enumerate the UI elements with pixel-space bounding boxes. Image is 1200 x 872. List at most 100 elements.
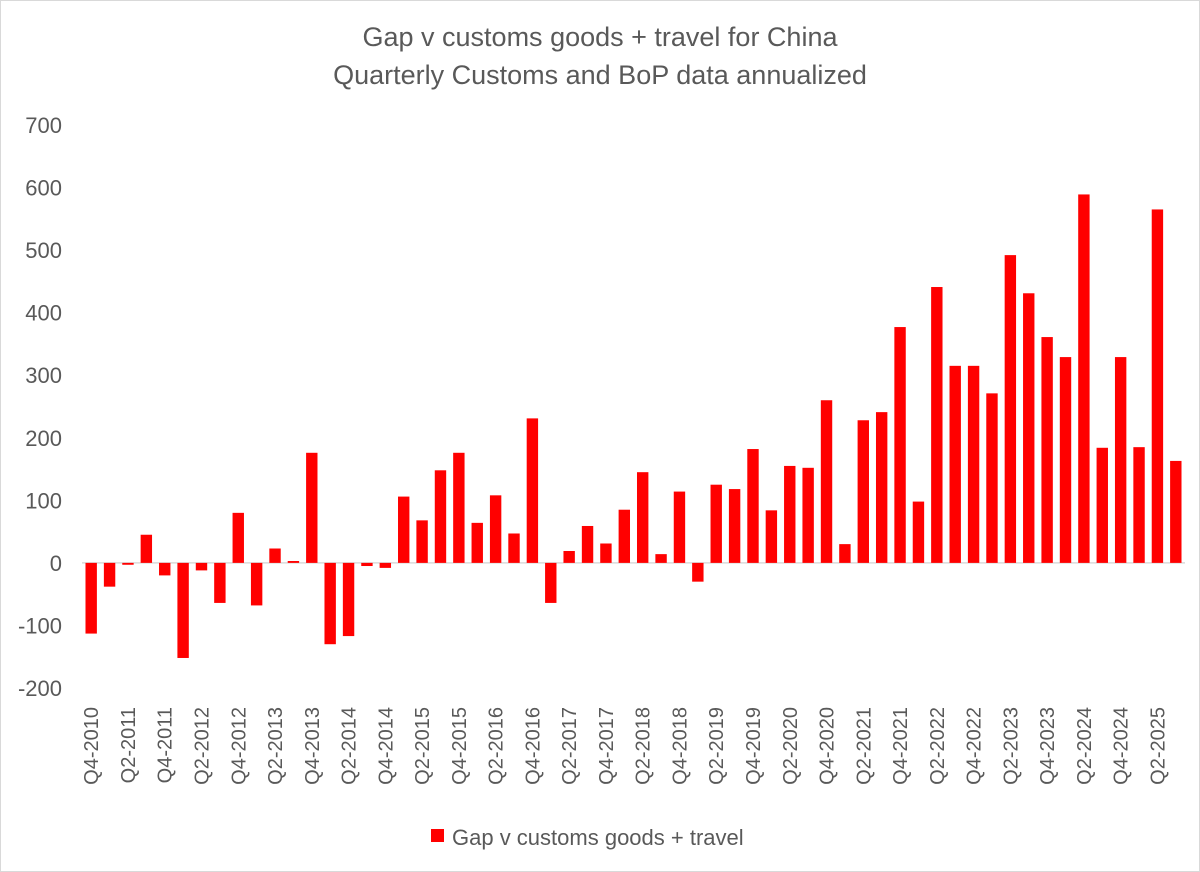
x-tick-label: Q2-2016 (486, 707, 508, 785)
y-axis: 700 600 500 400 300 200 100 0 -100 -200 (18, 113, 62, 701)
y-tick-label: 0 (50, 551, 62, 576)
bar-Q3-2022 (949, 365, 961, 563)
chart-title: Gap v customs goods + travel for China (362, 22, 838, 52)
bar-Q1-2020 (765, 510, 778, 563)
x-tick-label: Q4-2017 (596, 707, 618, 785)
x-tick-label: Q2-2019 (706, 707, 728, 785)
legend-label: Gap v customs goods + travel (452, 825, 744, 850)
chart-subtitle: Quarterly Customs and BoP data annualize… (333, 60, 867, 90)
bar-Q2-2020 (784, 465, 796, 563)
bar-Q3-2012 (214, 562, 226, 603)
bar-Q3-2017 (581, 525, 594, 563)
y-tick-label: 100 (25, 488, 62, 513)
bar-Q1-2016 (471, 522, 483, 563)
x-tick-label: Q2-2011 (118, 707, 140, 783)
bar-Q2-2018 (636, 472, 649, 563)
bar-Q1-2015 (398, 496, 410, 563)
x-tick-label: Q2-2018 (633, 707, 655, 785)
bar-Q3-2013 (287, 561, 300, 563)
y-tick-label: 500 (25, 238, 62, 263)
bar-Q1-2014 (324, 562, 336, 645)
x-tick-label: Q4-2019 (743, 707, 765, 785)
y-tick-label: -100 (18, 613, 62, 638)
legend-swatch (431, 829, 444, 842)
bar-Q3-2020 (802, 467, 814, 563)
bar-Q3-2024 (1096, 447, 1108, 563)
x-tick-label: Q4-2018 (669, 707, 691, 785)
x-tick-label: Q4-2012 (228, 707, 250, 785)
y-tick-label: 300 (25, 363, 62, 388)
bar-Q4-2018 (673, 491, 686, 563)
bar-series (85, 194, 1182, 658)
bar-Q4-2020 (820, 400, 833, 563)
bar-Q4-2019 (747, 449, 759, 563)
bar-Q2-2025 (1151, 209, 1164, 563)
x-tick-label: Q2-2013 (265, 707, 287, 785)
x-tick-label: Q4-2020 (817, 707, 839, 785)
x-tick-label: Q4-2021 (890, 707, 912, 785)
bar-Q3-2018 (655, 554, 667, 563)
bar-Q4-2016 (526, 418, 539, 563)
bar-Q3-2021 (875, 412, 888, 563)
y-tick-label: 600 (25, 176, 62, 201)
bar-Q3-2019 (728, 489, 741, 563)
y-tick-label: 400 (25, 301, 62, 326)
x-tick-label: Q2-2012 (191, 707, 213, 785)
bar-Q2-2023 (1004, 255, 1017, 563)
bar-Q2-2015 (416, 520, 428, 563)
x-tick-label: Q4-2013 (302, 707, 324, 785)
x-tick-label: Q4-2011 (155, 707, 177, 783)
bar-Q4-2012 (232, 512, 244, 563)
bar-Q2-2016 (489, 495, 502, 563)
x-tick-label: Q2-2014 (339, 707, 361, 785)
bar-Q4-2022 (967, 365, 980, 563)
bar-Q1-2025 (1133, 447, 1145, 563)
bar-Q1-2011 (103, 562, 116, 587)
bar-Q4-2024 (1114, 357, 1127, 563)
x-tick-label: Q4-2022 (964, 707, 986, 785)
y-tick-label: -200 (18, 676, 62, 701)
bar-Q3-2014 (361, 562, 373, 567)
x-tick-label: Q2-2021 (853, 707, 875, 785)
bar-Q2-2012 (195, 562, 208, 571)
x-tick-label: Q4-2024 (1111, 707, 1133, 785)
bar-Q2-2017 (563, 551, 575, 563)
bar-Q2-2021 (857, 420, 869, 563)
chart-title-block: Gap v customs goods + travel for China Q… (0, 18, 1200, 94)
bar-Q4-2023 (1041, 337, 1053, 563)
x-tick-label: Q4-2010 (81, 707, 103, 785)
x-tick-label: Q4-2015 (449, 707, 471, 785)
bar-Q1-2024 (1059, 357, 1072, 563)
bar-Q2-2019 (710, 484, 722, 563)
bar-Q1-2017 (545, 562, 557, 603)
bar-Q4-2015 (453, 452, 465, 563)
x-tick-label: Q2-2020 (780, 707, 802, 785)
bar-Q1-2023 (986, 393, 998, 563)
bar-Q2-2024 (1078, 194, 1090, 563)
x-tick-label: Q4-2014 (375, 707, 397, 785)
bar-Q4-2011 (159, 562, 171, 576)
bar-Q4-2021 (894, 327, 906, 563)
bar-Q2-2013 (269, 548, 281, 563)
bar-Q1-2013 (250, 562, 263, 606)
bar-Q1-2021 (839, 544, 851, 563)
x-tick-label: Q4-2016 (522, 707, 544, 785)
bar-Q4-2014 (379, 562, 392, 568)
bar-Q1-2018 (618, 509, 631, 563)
bar-Q3-2016 (508, 533, 520, 563)
x-tick-label: Q2-2017 (559, 707, 581, 785)
bar-Q1-2012 (177, 562, 189, 658)
x-tick-label: Q2-2025 (1147, 707, 1169, 785)
legend: Gap v customs goods + travel (431, 825, 744, 850)
bar-Q1-2019 (692, 562, 704, 582)
bar-Q4-2010 (85, 562, 97, 634)
bar-Q4-2017 (600, 543, 612, 563)
bar-Q4-2013 (306, 452, 318, 563)
bar-Q3-2011 (140, 534, 153, 563)
x-tick-label: Q2-2022 (927, 707, 949, 785)
bar-Q3-2023 (1023, 293, 1035, 563)
bar-Q2-2011 (122, 562, 134, 565)
x-tick-label: Q2-2015 (412, 707, 434, 785)
